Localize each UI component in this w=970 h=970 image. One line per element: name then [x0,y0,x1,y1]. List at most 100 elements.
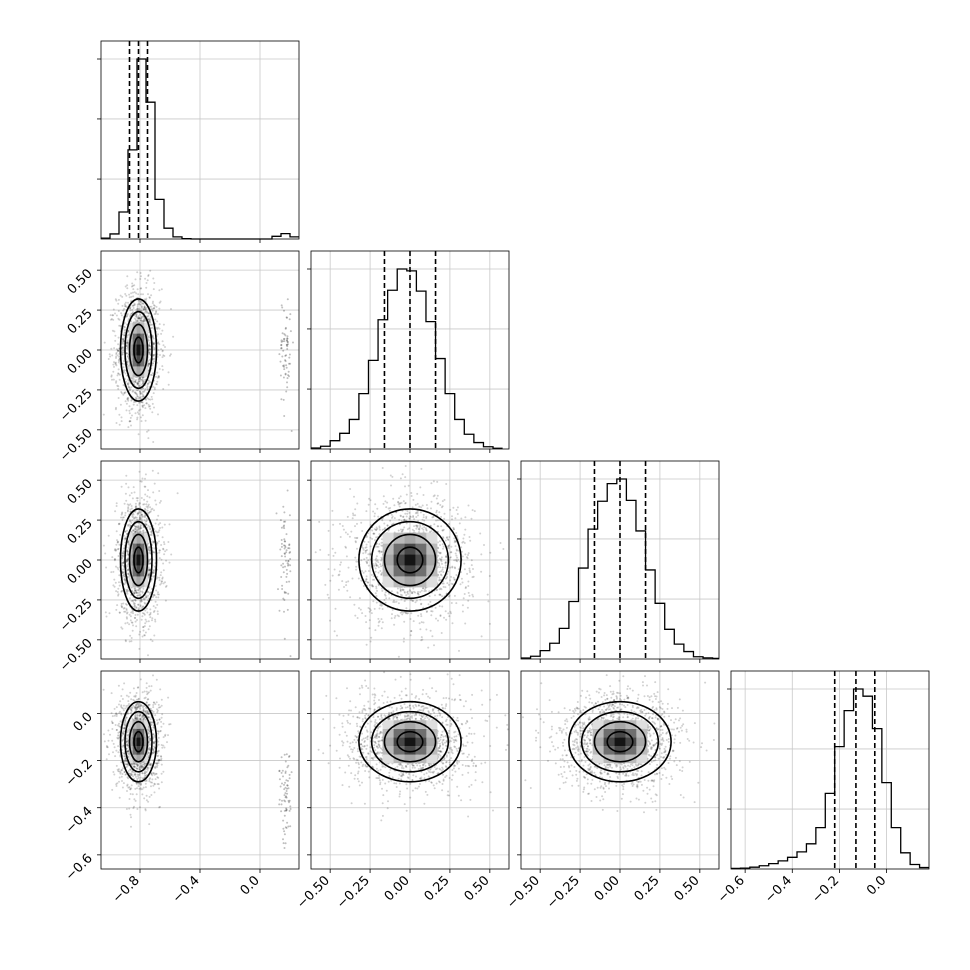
scatter-point [135,497,138,500]
scatter-point [111,354,114,357]
scatter-point [141,477,144,480]
scatter-point [372,532,375,535]
scatter-point [148,496,151,499]
scatter-point [391,608,394,611]
scatter-point [438,605,441,608]
scatter-point [372,600,375,603]
outlier-point [290,430,293,432]
scatter-point [116,374,119,377]
y-tick-label: 0.50 [65,476,96,507]
scatter-point [168,561,171,564]
scatter-point [406,590,409,593]
scatter-point [158,551,161,554]
outlier-point [285,339,288,342]
scatter-point [365,560,368,563]
scatter-point [142,381,145,383]
scatter-point [121,341,124,344]
scatter-point [130,424,132,427]
scatter-point [143,306,146,309]
scatter-point [136,382,139,385]
scatter-point [132,517,135,520]
outlier-point [288,362,290,365]
scatter-point [419,628,422,631]
density-blocks [382,532,438,588]
scatter-point [142,308,145,311]
scatter-point [162,562,165,565]
scatter-point [421,518,424,521]
scatter-point [145,682,148,685]
scatter-point [129,420,132,423]
scatter-point [127,523,130,526]
scatter-point [149,689,152,692]
scatter-point [473,510,476,513]
scatter-point [152,441,155,443]
outlier-point [285,364,288,367]
scatter-point [136,383,139,385]
scatter-point [368,497,371,500]
scatter-point [134,319,137,321]
scatter-point [404,502,407,504]
scatter-point [414,601,417,604]
scatter-point [151,323,154,326]
scatter-point [450,575,453,578]
scatter-point [120,391,123,393]
outlier-point [282,571,285,574]
scatter-point [161,580,164,583]
density-block [393,532,405,544]
scatter-point [147,489,149,492]
scatter-point [331,574,334,577]
scatter-point [133,602,136,605]
scatter-point [420,615,423,618]
scatter-point [407,612,410,615]
scatter-point [467,580,470,583]
scatter-point [139,392,142,395]
scatter-point [437,525,440,528]
scatter-point [152,343,155,346]
scatter-point [149,345,151,347]
scatter-point [143,519,146,522]
scatter-point [429,530,431,533]
scatter-point [121,512,123,515]
scatter-point [135,313,138,316]
scatter-point [132,529,135,532]
scatter-point [136,393,139,396]
scatter-point [148,569,151,572]
scatter-point [157,413,159,416]
scatter-point [155,383,158,386]
scatter-point [399,477,402,480]
scatter-point [152,342,155,345]
scatter-point [456,513,459,515]
scatter-point [154,600,157,603]
scatter-point [145,607,148,610]
scatter-point [158,323,161,326]
scatter-point [374,539,376,542]
scatter-point [126,275,129,278]
outlier-point [285,559,287,562]
scatter-point [430,614,433,617]
scatter-point [142,626,145,629]
scatter-point [329,579,332,582]
scatter-point [139,398,142,401]
scatter-point [157,333,159,336]
scatter-point [102,413,105,416]
scatter-point [129,314,132,317]
scatter-point [131,291,134,294]
scatter-point [157,375,160,378]
scatter-point [127,333,130,336]
scatter-point [155,375,157,378]
scatter-point [367,570,370,572]
scatter-point [140,378,143,381]
scatter-point [437,619,439,622]
scatter-point [162,569,165,572]
outlier-point [288,514,291,517]
scatter-point [142,503,145,506]
scatter-point [378,620,381,623]
scatter-point [134,589,137,592]
scatter-point [115,355,118,358]
scatter-point [410,492,413,494]
scatter-point [117,336,120,339]
scatter-point [120,485,123,488]
scatter-point [141,382,144,385]
scatter-point [448,536,451,538]
scatter-point [152,385,154,388]
